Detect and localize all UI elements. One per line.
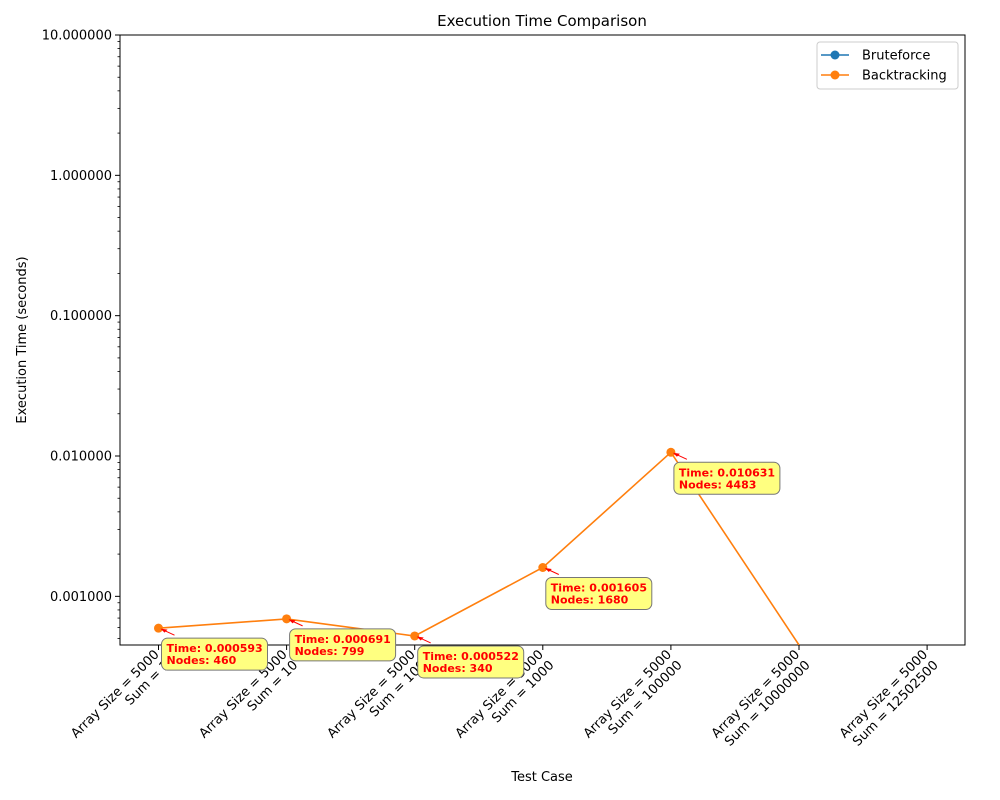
legend-box [816, 41, 959, 90]
annotation-arrowhead [416, 636, 424, 641]
y-axis-ticks: 0.001000 0.010000 0.100000 1.000000 10.00000… [42, 29, 120, 639]
x-tick-label-line: Array Size = 5000 [68, 647, 162, 741]
annotation-text: Time: 0.000593 [167, 642, 263, 655]
data-point [154, 623, 163, 633]
y-axis-label: Execution Time (seconds) [15, 256, 30, 423]
y-tick-label: 0.100000 [50, 309, 112, 324]
data-point [538, 562, 548, 572]
x-axis-label: Test Case [510, 770, 573, 785]
y-tick-label: 0.010000 [50, 450, 112, 465]
data-point [410, 631, 420, 641]
plot-frame [119, 34, 966, 646]
plot-area [119, 34, 966, 646]
annotation-text: Time: 0.001605 [551, 581, 647, 594]
annotation-text: Nodes: 460 [167, 654, 237, 667]
annotation-text: Time: 0.010631 [679, 466, 775, 479]
x-tick-label-line: Array Size = 5000 [325, 647, 419, 741]
annotation-text: Nodes: 1680 [551, 593, 629, 606]
annotation-box [289, 628, 397, 662]
annotation-text: Nodes: 799 [295, 645, 365, 658]
legend-marker [830, 50, 840, 60]
annotation-box [673, 461, 781, 495]
x-tick-label-line: Array Size = 5000 [581, 647, 675, 741]
annotation-arrowhead [160, 628, 168, 633]
legend-label: Bruteforce [862, 49, 930, 64]
legend: Bruteforce Backtracking [816, 41, 959, 90]
annotation-text: Nodes: 340 [423, 662, 493, 675]
y-tick-label: 10.000000 [42, 29, 112, 44]
annotation-text: Time: 0.000522 [423, 650, 519, 663]
annotation-arrowhead [544, 567, 552, 572]
chart-title: Execution Time Comparison [437, 12, 647, 30]
annotation-box [545, 576, 653, 610]
data-point [282, 614, 292, 624]
x-tick-label-line: Array Size = 5000 [837, 647, 931, 741]
x-tick-label-line: Array Size = 5000 [709, 647, 803, 741]
y-tick-label: 0.001000 [50, 590, 112, 605]
legend-marker [830, 70, 840, 80]
annotation-box [417, 645, 525, 679]
legend-label: Backtracking [862, 69, 947, 84]
data-point [666, 447, 676, 457]
annotation-arrowhead [288, 619, 296, 624]
annotation-box [161, 637, 268, 671]
y-tick-label: 1.000000 [50, 169, 112, 184]
annotation-text: Nodes: 4483 [679, 478, 757, 491]
annotation-arrowhead [672, 452, 680, 457]
annotation-text: Time: 0.000691 [295, 633, 391, 646]
